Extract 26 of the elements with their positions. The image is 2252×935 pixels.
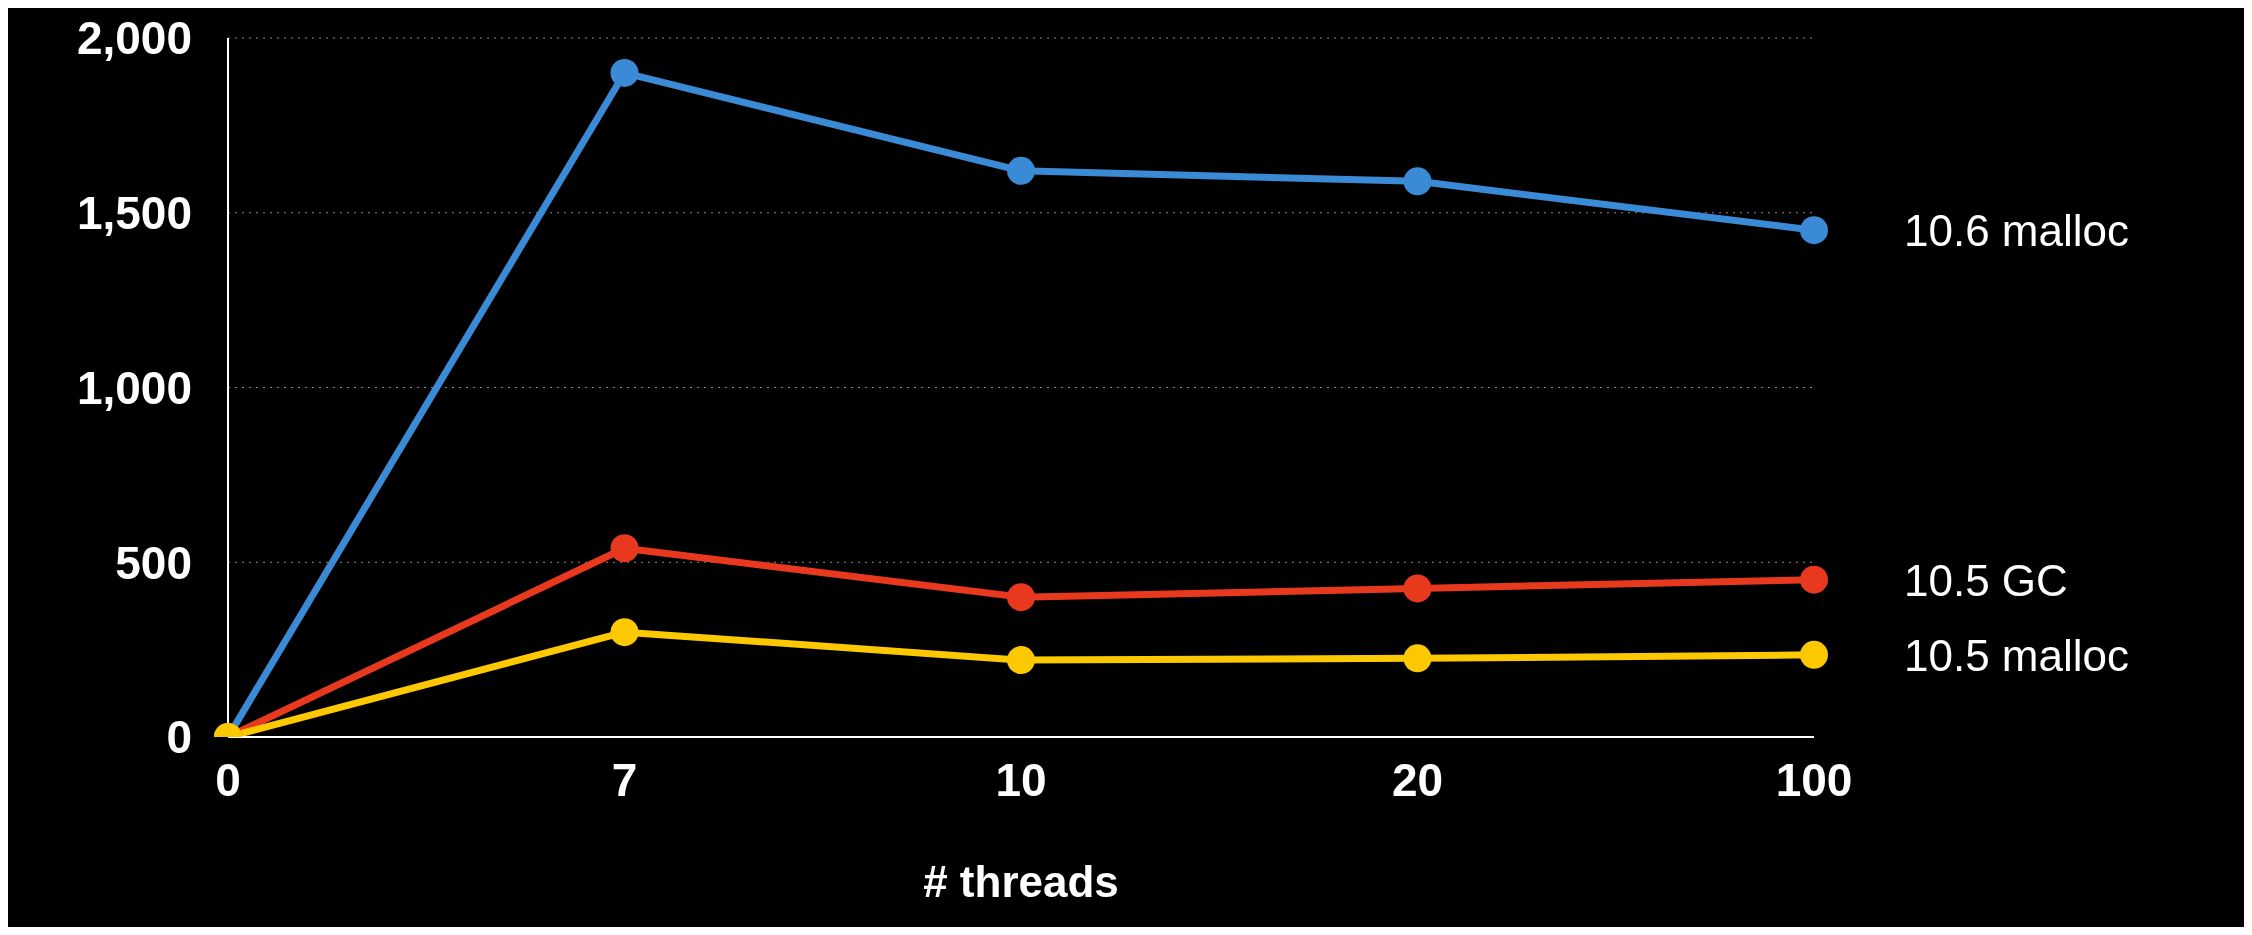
- point: [610, 534, 639, 563]
- point: [1800, 640, 1828, 669]
- point: [1403, 644, 1432, 673]
- x-tick-label: 20: [1391, 753, 1444, 806]
- point: [1403, 574, 1432, 603]
- y-tick-label: 1,000: [76, 361, 192, 414]
- point: [1007, 583, 1035, 612]
- y-tick-label: 0: [166, 711, 192, 764]
- series-label: 10.5 malloc: [1904, 630, 2130, 680]
- x-tick-label: 100: [1775, 753, 1853, 806]
- point: [1403, 167, 1432, 196]
- point: [610, 618, 639, 647]
- x-axis-title: # threads: [923, 857, 1119, 906]
- series-label: 10.6 malloc: [1904, 206, 2130, 256]
- point: [1007, 156, 1035, 185]
- y-tick-label: 1,500: [76, 187, 192, 240]
- x-tick-label: 10: [995, 753, 1047, 806]
- point: [1007, 646, 1035, 675]
- series-label: 10.5 GC: [1904, 555, 2068, 605]
- point: [610, 58, 639, 87]
- y-tick-label: 2,000: [76, 12, 192, 65]
- y-tick-label: 500: [115, 536, 192, 589]
- point: [1800, 565, 1828, 594]
- point: [1800, 216, 1828, 245]
- x-tick-label: 7: [611, 753, 638, 806]
- x-tick-label: 0: [215, 753, 241, 806]
